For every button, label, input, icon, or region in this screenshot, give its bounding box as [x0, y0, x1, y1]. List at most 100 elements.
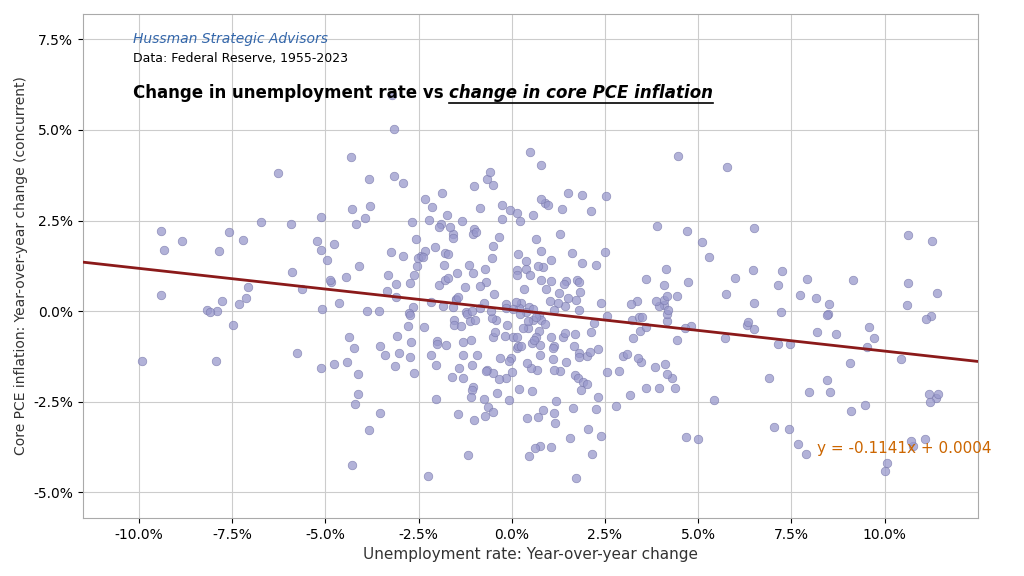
Point — [513, 298, 529, 308]
Point — [372, 408, 388, 418]
Point — [545, 343, 561, 353]
Point — [379, 286, 395, 295]
Point — [513, 342, 529, 351]
Point — [402, 310, 419, 320]
Point — [632, 327, 648, 336]
Point — [536, 405, 552, 414]
Point — [570, 277, 587, 286]
Point — [331, 298, 347, 307]
X-axis label: Unemployment rate: Year-over-year change: Unemployment rate: Year-over-year change — [362, 547, 698, 562]
Point — [343, 460, 359, 469]
Point — [552, 367, 568, 376]
Point — [343, 204, 359, 214]
Point — [633, 357, 649, 366]
Point — [408, 234, 424, 243]
Point — [429, 336, 445, 345]
Point — [240, 282, 256, 291]
Point — [313, 304, 330, 313]
Point — [739, 318, 756, 327]
Point — [504, 367, 520, 377]
Point — [509, 208, 525, 217]
Point — [371, 306, 387, 315]
Point — [386, 172, 402, 181]
Point — [421, 215, 437, 224]
Point — [512, 217, 528, 226]
Point — [656, 360, 673, 369]
Point — [465, 269, 481, 278]
Point — [238, 293, 254, 302]
Point — [349, 370, 366, 379]
Point — [548, 396, 564, 406]
Point — [485, 289, 502, 298]
Point — [593, 431, 609, 440]
Point — [566, 341, 583, 350]
Point — [631, 313, 647, 322]
Point — [356, 213, 373, 222]
Point — [284, 219, 300, 229]
Text: Change in unemployment rate vs: Change in unemployment rate vs — [133, 84, 450, 101]
Point — [659, 306, 676, 315]
Point — [483, 306, 500, 316]
Point — [534, 246, 550, 255]
Point — [327, 239, 343, 248]
Point — [546, 341, 562, 350]
Point — [655, 295, 672, 305]
Point — [427, 242, 443, 252]
Point — [477, 264, 494, 274]
Point — [818, 376, 835, 385]
Point — [350, 390, 367, 399]
Point — [341, 333, 357, 342]
Point — [597, 248, 613, 257]
Point — [651, 384, 668, 393]
Point — [507, 297, 523, 306]
Point — [857, 400, 873, 410]
Point — [822, 388, 839, 397]
Point — [526, 443, 543, 452]
Point — [916, 434, 933, 444]
Point — [359, 306, 376, 316]
Point — [437, 248, 454, 257]
Point — [447, 296, 464, 305]
Point — [738, 320, 755, 329]
Point — [866, 333, 883, 342]
Point — [312, 245, 329, 255]
Point — [647, 296, 664, 305]
Point — [450, 268, 466, 278]
Text: Data: Federal Reserve, 1955-2023: Data: Federal Reserve, 1955-2023 — [133, 52, 348, 65]
Point — [542, 297, 558, 306]
Point — [537, 319, 553, 328]
Point — [477, 411, 494, 420]
Point — [443, 372, 460, 381]
Point — [670, 151, 686, 161]
Point — [524, 211, 541, 220]
Y-axis label: Core PCE inflation: Year-over-year change (concurrent): Core PCE inflation: Year-over-year chang… — [14, 77, 28, 455]
Point — [289, 349, 305, 358]
Point — [431, 281, 447, 290]
Point — [928, 393, 944, 402]
Point — [492, 233, 508, 242]
Point — [582, 347, 598, 357]
Point — [651, 301, 668, 310]
Point — [208, 306, 224, 316]
Point — [406, 270, 422, 279]
Point — [798, 449, 814, 458]
Point — [483, 313, 500, 322]
Point — [900, 279, 916, 288]
Point — [424, 202, 440, 211]
Point — [518, 256, 535, 266]
Point — [877, 467, 893, 476]
Point — [717, 334, 733, 343]
Point — [588, 261, 604, 270]
Point — [445, 321, 462, 330]
Point — [808, 327, 824, 336]
Point — [484, 253, 501, 263]
Point — [420, 472, 436, 481]
Point — [588, 404, 604, 414]
Point — [693, 238, 710, 247]
Point — [441, 222, 458, 232]
Point — [583, 207, 599, 216]
Point — [511, 384, 527, 393]
Point — [485, 332, 502, 342]
Point — [444, 302, 461, 312]
Point — [463, 392, 479, 401]
